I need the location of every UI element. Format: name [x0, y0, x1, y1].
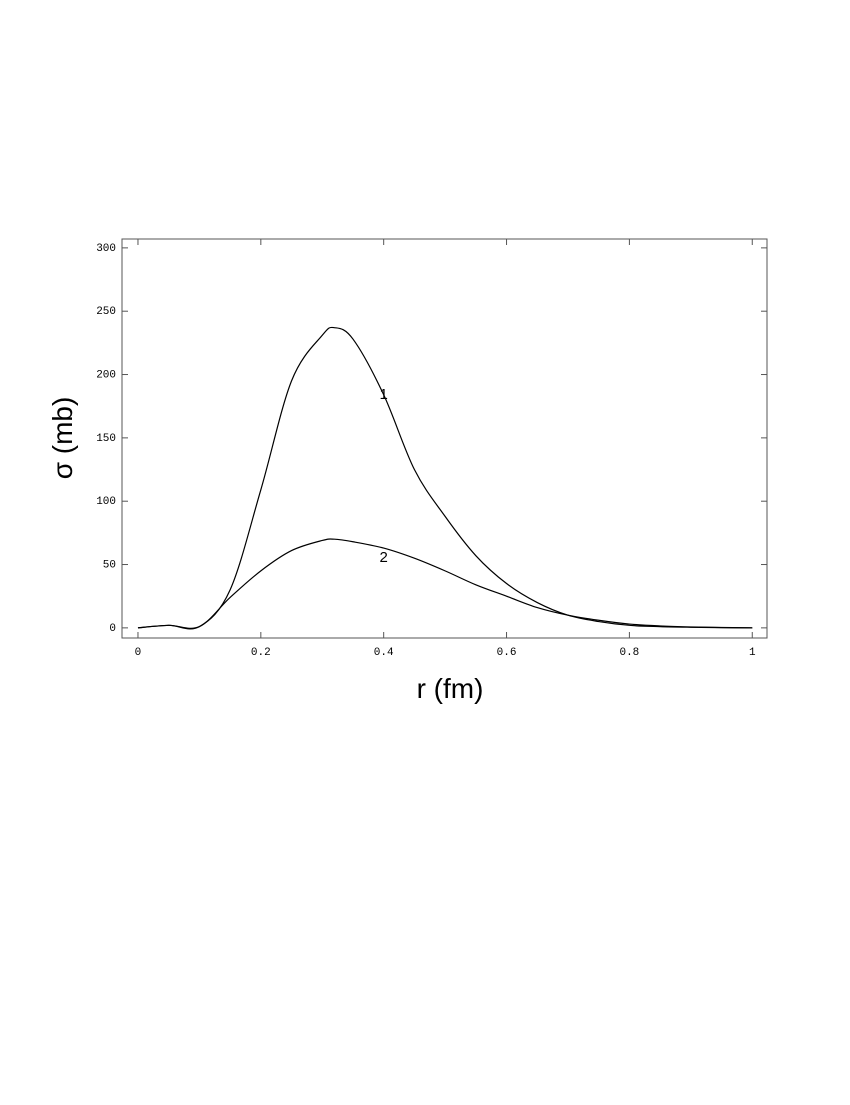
x-tick-label: 0.8 — [619, 647, 639, 659]
line-series — [137, 326, 753, 630]
y-tick-label: 50 — [103, 559, 116, 571]
x-tick-label: 0.2 — [251, 647, 271, 659]
y-tick-label: 150 — [96, 433, 116, 445]
y-tick-label: 300 — [96, 243, 116, 255]
x-tick-label: 0.6 — [497, 647, 517, 659]
plot-frame — [121, 238, 768, 639]
line-series — [137, 538, 753, 629]
y-tick-label: 100 — [96, 496, 116, 508]
curve-label: 1 — [380, 386, 388, 403]
x-axis-label: r (fm) — [417, 673, 484, 704]
x-tick-label: 1 — [749, 647, 756, 659]
x-tick-label: 0.4 — [374, 647, 394, 659]
y-tick-label: 250 — [96, 306, 116, 318]
x-tick-label: 0 — [135, 647, 142, 659]
y-tick-label: 200 — [96, 369, 116, 381]
y-tick-label: 0 — [109, 623, 116, 635]
curve-label: 2 — [380, 549, 388, 566]
y-axis-label: σ (mb) — [47, 397, 78, 480]
